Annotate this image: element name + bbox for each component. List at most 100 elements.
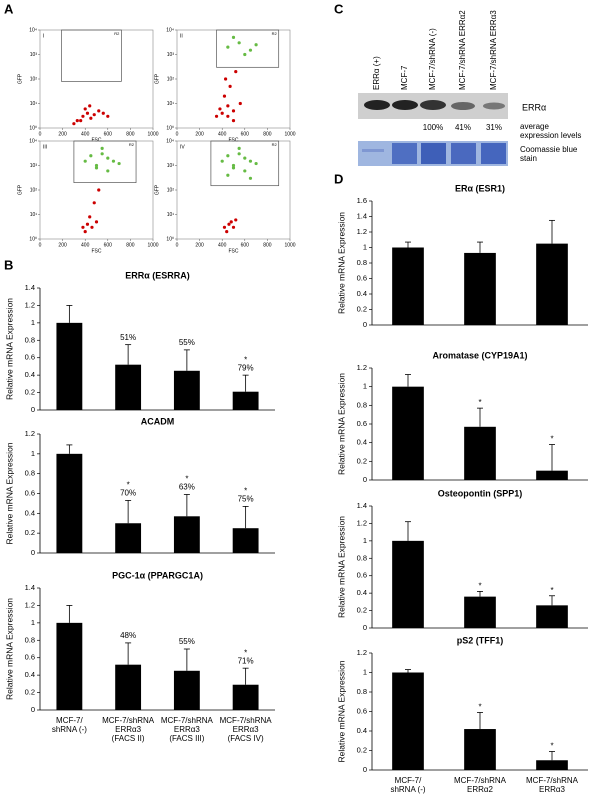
event-dot: [94, 220, 99, 224]
blot-level: 100%: [423, 123, 443, 132]
event-dot: [243, 156, 247, 160]
event-dot: [226, 45, 230, 49]
reduction-label: 48%: [120, 631, 136, 640]
event-dot: [220, 159, 224, 163]
y-tick-label: 10⁰: [29, 236, 37, 242]
x-tick-label: 400: [81, 242, 90, 248]
event-dot: [248, 48, 253, 52]
y-tick-label: 1: [363, 536, 367, 545]
event-dot: [88, 215, 92, 219]
y-tick-label: 1.2: [357, 227, 367, 236]
event-dot: [231, 166, 236, 170]
bar: [115, 664, 142, 710]
lane-label: MCF-7/shRNA ERRα2: [458, 10, 467, 90]
event-dot: [238, 101, 242, 106]
event-dot: [101, 111, 105, 115]
x-tick-label: 200: [195, 242, 204, 248]
event-dot: [231, 225, 236, 229]
gate: [216, 29, 280, 68]
y-tick-label: 10¹: [167, 212, 175, 218]
y-tick-label: 10¹: [30, 101, 38, 107]
event-dot: [237, 146, 241, 150]
reduction-label: 55%: [179, 637, 195, 646]
gate: [73, 140, 137, 183]
chart-title: Aromatase (CYP19A1): [432, 350, 527, 360]
y-axis-label: Relative mRNA Expression: [336, 516, 346, 618]
event-dot: [248, 176, 253, 180]
y-tick-label: 1.2: [25, 429, 35, 438]
y-tick-label: 10⁴: [29, 138, 37, 144]
blot: [358, 93, 508, 119]
y-tick-label: 0.2: [25, 528, 35, 537]
x-tick-label: 800: [126, 131, 135, 137]
y-tick-label: 0.6: [357, 571, 367, 580]
significance-star: *: [550, 742, 553, 751]
x-tick-label: 800: [263, 242, 272, 248]
event-dot: [92, 113, 96, 117]
y-axis-label: Relative mRNA Expression: [4, 298, 14, 400]
bar: [464, 252, 496, 325]
blot-protein: ERRα: [522, 102, 546, 112]
event-dot: [100, 146, 104, 150]
y-tick-label: 1.2: [25, 300, 35, 309]
y-tick-label: 0.8: [25, 469, 35, 478]
bar: [392, 386, 424, 480]
y-tick-label: 0.4: [25, 508, 35, 517]
bar: [536, 470, 568, 480]
x-tick-label: 1000: [284, 131, 295, 137]
event-dot: [226, 173, 230, 177]
x-axis-label: FSC: [92, 248, 102, 254]
y-tick-label: 0.6: [357, 273, 367, 282]
y-tick-label: 0: [363, 765, 367, 774]
y-tick-label: 10⁰: [166, 125, 174, 131]
bar: [232, 391, 259, 410]
x-tick-label: 0: [176, 131, 179, 137]
lane-label: ERRα (+): [372, 56, 381, 90]
event-dot: [111, 159, 116, 163]
event-dot: [85, 222, 90, 226]
y-tick-label: 1.6: [357, 196, 367, 205]
x-tick-label: 600: [104, 131, 113, 137]
y-tick-label: 1.2: [25, 600, 35, 609]
event-dot: [234, 70, 238, 74]
y-tick-label: 0.2: [357, 304, 367, 313]
y-tick-label: 0: [363, 623, 367, 632]
y-tick-label: 10⁰: [166, 236, 174, 242]
event-dot: [222, 94, 227, 98]
bar: [464, 729, 496, 770]
event-dot: [231, 119, 236, 123]
y-tick-label: 1: [363, 382, 367, 391]
event-dot: [226, 104, 230, 108]
event-dot: [94, 166, 99, 170]
event-dot: [243, 169, 247, 173]
y-tick-label: 10²: [30, 187, 38, 193]
y-tick-label: 1: [363, 242, 367, 251]
reduction-label: 51%: [120, 333, 136, 342]
event-dot: [81, 114, 85, 118]
event-dot: [248, 159, 253, 163]
event-dot: [225, 230, 229, 234]
y-tick-label: 0: [363, 320, 367, 329]
gate-label: R2: [129, 142, 135, 147]
bar: [173, 516, 200, 553]
y-tick-label: 0.8: [25, 635, 35, 644]
event-dot: [83, 230, 87, 234]
bar: [536, 243, 568, 325]
chart-title: ACADM: [141, 416, 175, 426]
event-dot: [83, 159, 87, 163]
significance-star: *: [244, 648, 247, 657]
lane-label: MCF-7/shRNA (-): [428, 28, 437, 90]
event-dot: [227, 222, 231, 226]
event-dot: [85, 111, 90, 115]
x-tick-label: MCF-7/shRNA ERRα2: [453, 776, 506, 794]
y-tick-label: 10¹: [167, 101, 175, 107]
event-dot: [97, 109, 101, 113]
bar: [115, 523, 142, 553]
y-tick-label: 1.4: [25, 283, 35, 292]
event-dot: [81, 225, 85, 229]
panel-label: D: [334, 171, 343, 186]
y-tick-label: 0.4: [357, 289, 367, 298]
event-dot: [229, 220, 233, 224]
y-tick-label: 1.4: [357, 211, 367, 220]
